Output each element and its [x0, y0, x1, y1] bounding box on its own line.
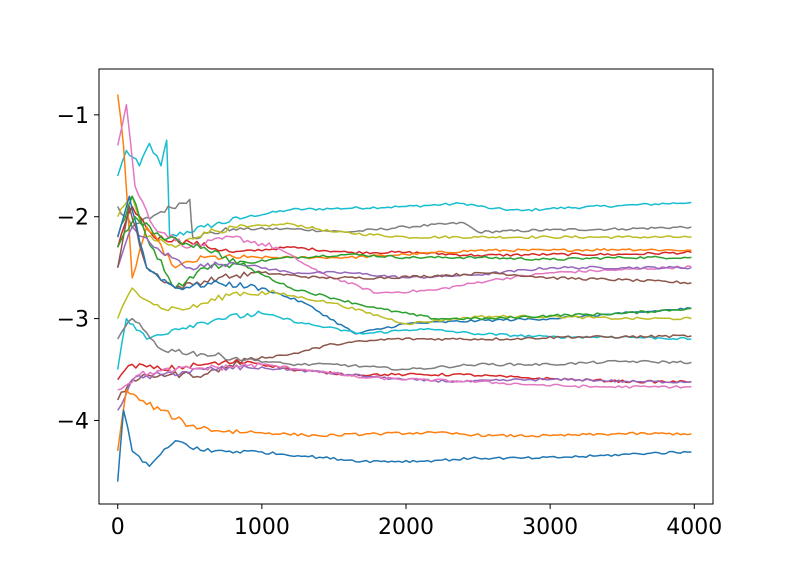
x-tick-label: 0 — [111, 515, 125, 540]
series-line-11 — [116, 287, 692, 326]
series-line-2 — [117, 198, 692, 240]
series-line-13 — [116, 310, 692, 370]
series-layer — [116, 94, 692, 482]
series-line-3 — [117, 195, 692, 249]
series-line-4 — [116, 205, 692, 257]
x-tick-label: 4000 — [666, 515, 722, 540]
x-axis: 0 1000 2000 3000 4000 — [111, 504, 722, 540]
y-axis: −4 −3 −2 −1 — [57, 104, 99, 434]
series-line-8 — [116, 226, 692, 280]
series-line-20 — [116, 409, 692, 482]
series-line-12 — [117, 215, 692, 321]
x-tick-label: 2000 — [378, 515, 434, 540]
y-tick-label: −1 — [57, 104, 89, 129]
series-line-1 — [116, 139, 692, 238]
series-line-9 — [116, 205, 692, 290]
series-line-5 — [116, 94, 692, 279]
y-tick-label: −4 — [57, 409, 89, 434]
series-line-16 — [117, 358, 692, 384]
series-line-19 — [116, 389, 692, 452]
series-line-18 — [117, 362, 692, 391]
y-tick-label: −3 — [57, 308, 89, 333]
series-line-15 — [117, 317, 692, 371]
x-tick-label: 3000 — [522, 515, 578, 540]
x-tick-label: 1000 — [234, 515, 290, 540]
series-line-7 — [116, 103, 692, 294]
series-line-14 — [117, 334, 692, 401]
y-tick-label: −2 — [57, 206, 89, 231]
